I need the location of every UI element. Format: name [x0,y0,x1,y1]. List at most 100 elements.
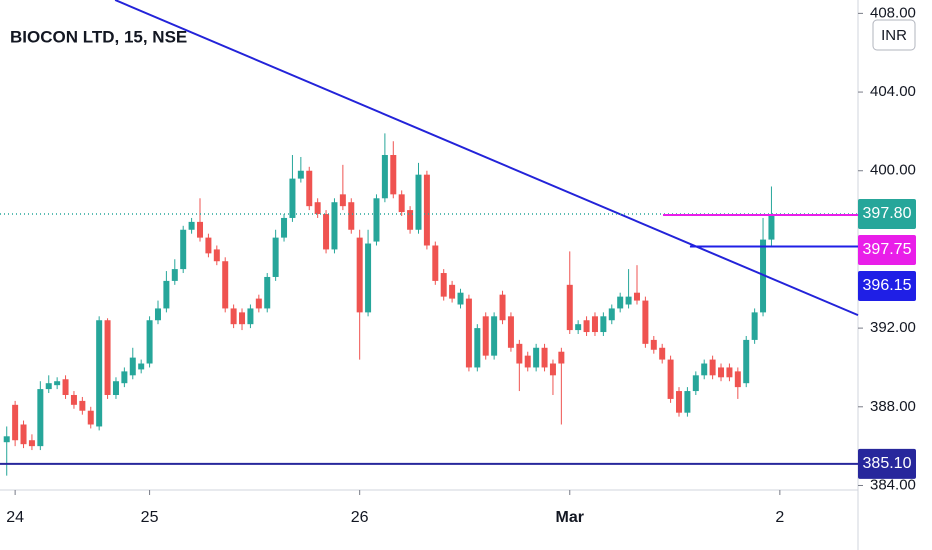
candle-body [222,261,229,309]
x-tick-label: 24 [6,509,24,526]
candle-body [684,391,691,413]
x-tick-label: Mar [556,509,584,526]
candle-body [600,316,607,333]
price-badge [858,199,916,230]
candle-body [339,194,346,207]
candle-body [239,312,246,325]
candle-body [264,276,271,309]
x-tick-label: 2 [775,509,784,526]
currency-button[interactable]: INR [872,19,916,51]
candle-body [633,292,640,301]
candle-body [12,404,19,441]
candle-body [524,355,531,368]
y-tick-label: 404.00 [870,83,916,100]
y-tick-label: 392.00 [870,319,916,336]
candle-body [112,381,119,395]
candle-body [768,214,775,240]
price-badge [858,235,916,266]
candle-body [751,312,758,340]
candle-body [566,284,573,331]
candle-body [197,221,204,238]
chart-title: BIOCON LTD, 15, NSE [10,27,187,46]
candle-body [247,308,254,325]
candle-body [104,320,111,395]
price-badge-label: 396.15 [863,277,912,294]
candle-body [373,198,380,242]
y-tick-label: 384.00 [870,476,916,493]
x-tick-label: 26 [351,509,369,526]
candle-body [726,367,733,378]
candle-body [314,202,321,215]
candle-body [281,217,288,238]
candle-body [381,155,388,199]
candle-body [297,170,304,179]
candle-body [734,371,741,388]
candle-body [541,347,548,368]
candle-body [457,292,464,305]
trendline [114,0,859,317]
candle-body [121,371,128,384]
candle-body [701,363,708,376]
candle-body [718,367,725,378]
candle-body [465,298,472,368]
candle-body [171,269,178,281]
candle-body [533,347,540,368]
candle-body [180,229,187,270]
candle-body [87,410,94,425]
candle-body [549,363,556,376]
candle-body [62,379,69,395]
candle-body [575,324,582,331]
candle-body [440,273,447,297]
candle-body [154,308,161,321]
candle-body [37,389,44,447]
candle-body [230,308,237,325]
candle-body [692,375,699,392]
candle-body [146,320,153,364]
candle-body [491,316,498,356]
candle-body [423,174,430,246]
candle-body [356,237,363,313]
candle-body [558,351,565,364]
candle-body [390,155,397,195]
candle-body [591,316,598,333]
candle-body [650,339,657,350]
candle-body [474,328,481,368]
candle-body [129,357,136,376]
y-tick-label: 400.00 [870,162,916,179]
candle-body [28,440,35,447]
candle-body [323,214,330,250]
currency-label[interactable]: INR [881,27,907,44]
candle-body [743,339,750,384]
price-badge-label: 397.80 [863,205,912,222]
candle-body [507,316,514,348]
candle-body [213,249,220,262]
price-badge-label: 397.75 [863,241,912,258]
candle-body [20,424,27,445]
candle-body [499,294,506,321]
candle-body [70,394,77,405]
candle-body [96,320,103,427]
candle-body [3,436,10,443]
price-badge-label: 385.10 [863,455,912,472]
candle-body [45,383,52,390]
price-badges: 397.80 397.75 396.15 385.10 [858,199,916,479]
candle-body [482,316,489,356]
candle-body [449,284,456,299]
candle-body [642,300,649,344]
currency-button-box[interactable] [872,19,916,51]
candle-body [138,363,145,370]
candle-body [348,202,355,230]
candle-body [272,237,279,277]
plot [0,0,859,476]
candle-body [289,178,296,218]
candle-body [163,280,170,309]
candle-body [331,202,338,250]
candle-body [415,174,422,230]
candle-body [54,381,61,386]
candle-body [398,194,405,213]
candle-body [608,308,615,321]
candle-body [516,343,523,364]
